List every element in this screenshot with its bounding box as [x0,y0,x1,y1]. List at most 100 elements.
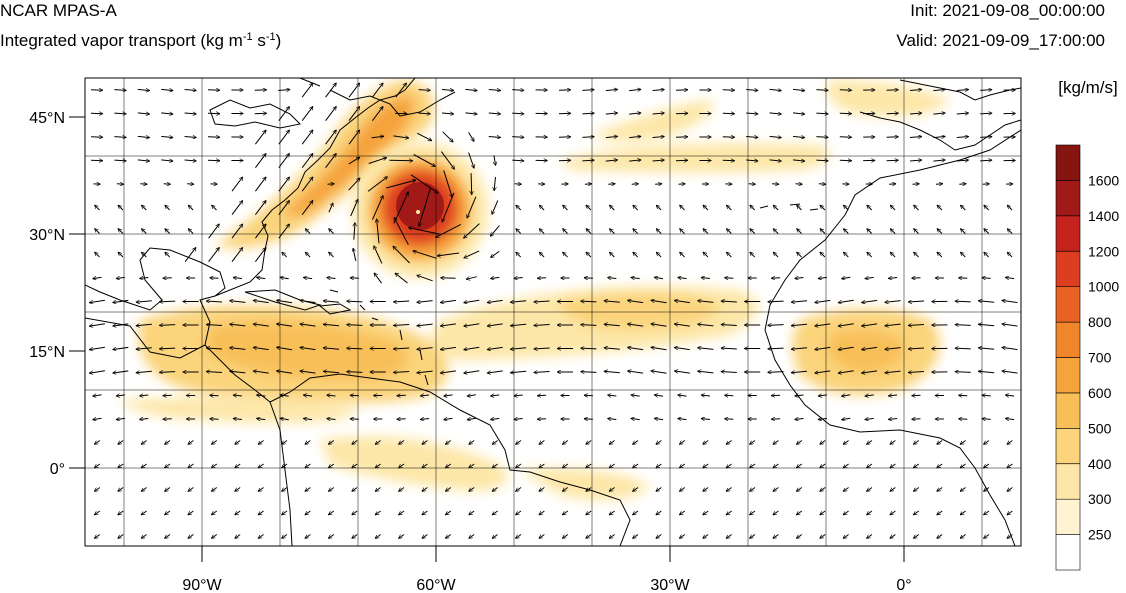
ivt-vector [490,250,500,257]
ivt-vector [254,177,266,192]
ivt-vector [420,419,430,420]
ivt-vector [656,487,662,492]
ivt-vector [563,205,568,211]
ivt-vector [397,419,406,420]
ivt-vector [984,252,990,258]
ivt-caribbean-core [205,321,408,380]
ivt-vector [978,301,995,303]
ivt-vector [354,222,355,240]
ivt-vector [982,278,991,279]
ivt-vector [418,113,431,114]
ivt-vector [539,205,545,211]
ivt-vector [563,229,568,234]
ivt-vector [305,510,311,515]
ivt-vector [955,372,971,373]
ivt-vector [305,487,311,492]
ivt-vector [703,463,709,468]
ivt-vector [328,534,335,539]
ivt-vector [417,324,433,326]
ivt-vector [539,463,545,468]
ivt-vector [231,177,243,192]
ivt-vector [492,440,498,445]
ivt-vector [983,510,990,515]
ivt-vector [609,252,615,258]
ivt-vector [422,510,428,515]
ivt-vector [914,252,919,258]
ivt-vector [580,372,597,373]
ivt-vector [328,203,333,213]
ivt-vector [1007,510,1013,515]
ivt-vector [820,510,826,515]
ivt-vector [114,113,126,114]
ivt-vector [233,278,242,279]
ivt-vector [885,371,901,373]
ivt-vector [184,160,197,161]
ivt-vector [323,371,340,373]
ivt-vector [959,184,966,185]
ivt-vector [909,137,922,138]
ivt-vector [890,463,896,468]
ivt-vector [913,487,920,492]
colorbar-label: 1400 [1088,208,1119,224]
ivt-vector [722,160,735,161]
ivt-vector [956,90,969,91]
ivt-vector [818,277,827,278]
ivt-vector [444,395,453,396]
ivt-vector [843,510,849,515]
ivt-vector [586,440,592,445]
ivt-vector [410,174,438,194]
ivt-vector [678,277,687,278]
ivt-vector [679,487,686,492]
ivt-vector [584,419,593,420]
ivt-vector [956,113,969,114]
ivt-vector [820,487,826,492]
ivt-vector [890,205,896,211]
ivt-vector [95,252,100,258]
ivt-vector [978,371,995,373]
ivt-vector [818,184,826,185]
ivt-vector [329,229,334,234]
ivt-vector [348,178,361,191]
ivt-vector [843,534,849,539]
ivt-vector [983,534,990,539]
ivt-vector [772,184,779,185]
ivt-vector [632,510,639,515]
ivt-vector [515,463,522,468]
colorbar-swatch [1055,215,1081,252]
ivt-vector [960,463,966,468]
ivt-vector [674,324,690,327]
ivt-vector [909,113,922,114]
ivt-vector [539,229,545,234]
ivt-vector [912,419,921,420]
ivt-vector [118,487,124,492]
ivt-vector [820,534,826,539]
coast-canaries [759,203,819,211]
ivt-vector [374,246,383,264]
ivt-vector [188,463,194,468]
ivt-vector [445,463,452,468]
ivt-vector [492,463,498,468]
colorbar-swatch [1055,180,1081,217]
ivt-vector [303,395,313,396]
ivt-vector [933,160,945,161]
lon-label: 30°W [650,577,690,593]
ivt-vector [768,301,784,302]
ivt-vector [1005,277,1015,278]
ivt-vector [413,154,436,167]
ivt-vector [235,510,241,515]
ivt-vector [609,510,615,515]
ivt-vector [605,89,618,90]
lat-label: 45°N [29,110,65,127]
ivt-vector [773,252,779,258]
ivt-vector [604,324,620,326]
ivt-vector [93,395,102,396]
ivt-vector [773,205,779,211]
ivt-vector [843,463,849,468]
ivt-vector [890,440,896,445]
latitude-labels: 45°N 30°N 15°N 0° [29,110,65,478]
ivt-vector [301,153,313,168]
ivt-vector [282,252,288,258]
ivt-vector [325,130,337,145]
ivt-vector [188,205,194,211]
ivt-vector [908,301,925,302]
